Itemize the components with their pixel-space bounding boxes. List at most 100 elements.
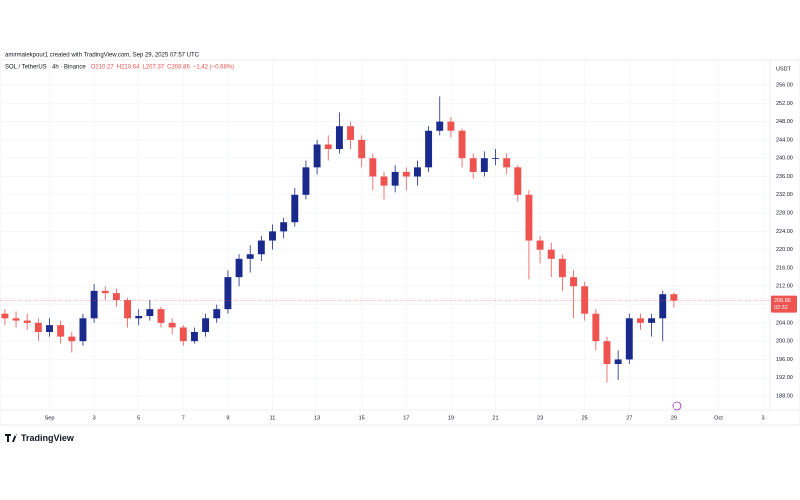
candle-body xyxy=(157,309,165,323)
candle-body xyxy=(235,258,243,278)
grid xyxy=(0,60,770,410)
candle-body xyxy=(592,313,600,342)
y-tick-label: 216.00 xyxy=(776,265,793,271)
candle-body xyxy=(614,359,622,365)
brand-logo xyxy=(5,434,17,442)
x-tick-label: 3 xyxy=(93,415,96,421)
candle-body xyxy=(302,167,310,195)
candle-body xyxy=(648,318,656,323)
x-tick-label: 7 xyxy=(182,415,185,421)
x-tick-label: 17 xyxy=(403,415,409,421)
y-tick-label: 256.00 xyxy=(776,82,793,88)
candle-body xyxy=(112,293,120,300)
candle-body xyxy=(280,222,288,232)
y-tick-label: 204.00 xyxy=(776,320,793,326)
x-tick-label: 23 xyxy=(537,415,543,421)
candle-body xyxy=(347,126,355,140)
candle-body xyxy=(23,320,31,323)
candle-body xyxy=(124,299,132,319)
y-tick-label: 232.00 xyxy=(776,192,793,198)
x-tick-label: 13 xyxy=(314,415,320,421)
candle-body xyxy=(425,130,433,168)
candle-body xyxy=(168,322,176,328)
y-tick-label: 212.00 xyxy=(776,284,793,290)
candle-body xyxy=(101,290,109,294)
candle-body xyxy=(570,277,577,287)
currency: USDT xyxy=(776,66,792,72)
candle-body xyxy=(436,121,444,131)
symbol-title: SOL / TetherUS · 4h · Binance xyxy=(5,65,86,71)
y-tick-label: 196.00 xyxy=(776,357,793,363)
y-tick-label: 220.00 xyxy=(776,247,793,253)
brand: TradingView xyxy=(21,433,75,443)
candle-body xyxy=(269,231,276,241)
candle-body xyxy=(146,309,154,317)
candle-body xyxy=(291,194,299,223)
candle-body xyxy=(547,249,555,259)
candle-body xyxy=(514,167,522,195)
event-icon xyxy=(672,401,682,411)
ohlc-value: C208.86 xyxy=(167,65,190,71)
x-tick-label: 25 xyxy=(582,415,588,421)
y-tick-label: 228.00 xyxy=(776,211,793,217)
x-tick-label: 5 xyxy=(137,415,140,421)
y-tick-label: 252.00 xyxy=(776,101,793,107)
y-tick-label: 248.00 xyxy=(776,119,793,125)
candle-body xyxy=(536,240,544,250)
candle-body xyxy=(46,325,53,333)
candle-body xyxy=(659,294,667,319)
candle-body xyxy=(68,336,76,342)
chart-frame xyxy=(0,59,800,426)
candle-body xyxy=(335,126,343,150)
candle-body xyxy=(402,171,410,177)
candle-body xyxy=(246,254,254,259)
candle-body xyxy=(558,258,566,278)
x-tick-label: 21 xyxy=(492,415,498,421)
candle-body xyxy=(190,332,198,342)
candle-body xyxy=(447,121,455,131)
candle-body xyxy=(90,290,98,319)
candle-body xyxy=(380,176,388,186)
candle-body xyxy=(492,158,499,160)
candle-body xyxy=(603,341,611,365)
y-tick-label: 224.00 xyxy=(776,229,793,235)
candle-body xyxy=(458,130,466,159)
candle-body xyxy=(636,318,644,323)
candle-body xyxy=(57,325,65,337)
last-price-badge xyxy=(771,295,797,313)
candle-body xyxy=(202,318,210,333)
y-tick-label: 188.00 xyxy=(776,394,793,400)
candle-body xyxy=(224,277,232,310)
candle-body xyxy=(79,318,87,342)
x-tick-label: 11 xyxy=(270,415,276,421)
last-price-label: 208.86 xyxy=(774,298,791,304)
x-tick-label: 9 xyxy=(226,415,229,421)
candle-body xyxy=(135,316,143,319)
candle-body xyxy=(625,318,633,360)
candle-body xyxy=(413,167,421,177)
y-tick-label: 236.00 xyxy=(776,174,793,180)
candles xyxy=(1,96,678,383)
candle-body xyxy=(391,171,399,186)
countdown: 02:32 xyxy=(774,305,788,311)
y-tick-label: 200.00 xyxy=(776,339,793,345)
candle-body xyxy=(313,144,321,168)
y-tick-label: 192.00 xyxy=(776,375,793,381)
candle-body xyxy=(358,139,366,159)
y-tick-label: 240.00 xyxy=(776,156,793,162)
candle-body xyxy=(525,194,533,241)
x-tick-label: Sep xyxy=(45,415,55,421)
candle-body xyxy=(12,318,20,321)
candle-body xyxy=(581,286,589,314)
x-tick-label: 15 xyxy=(359,415,365,421)
x-tick-label: 27 xyxy=(626,415,632,421)
ohlc-value: −1.42 (−0.68%) xyxy=(193,65,234,71)
candle-body xyxy=(670,294,678,301)
candle-body xyxy=(179,327,187,342)
candle-body xyxy=(503,158,511,168)
ohlc-value: H210.64 xyxy=(117,65,140,71)
candle-body xyxy=(324,144,332,150)
candle-body xyxy=(480,158,488,172)
candle-body xyxy=(257,240,265,255)
